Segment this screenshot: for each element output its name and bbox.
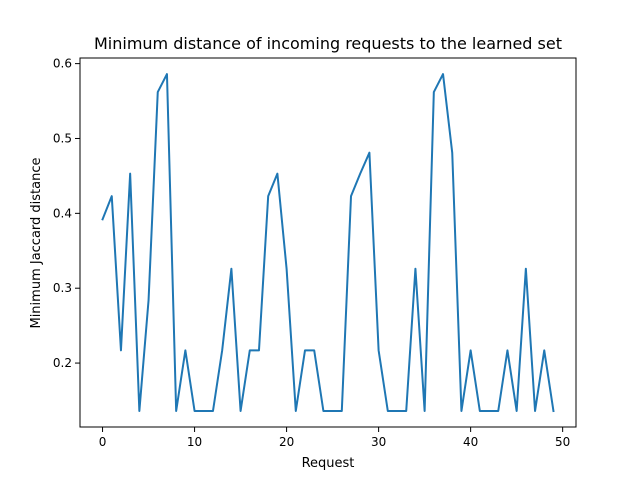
x-tick-label: 50 [555,435,570,449]
x-tick-label: 40 [463,435,478,449]
chart-title: Minimum distance of incoming requests to… [94,34,562,53]
y-tick-label: 0.5 [53,131,72,145]
y-axis: 0.2 0.3 0.4 0.5 0.6 [53,57,80,370]
plot-frame [79,57,577,428]
series-line [101,73,555,413]
x-tick-label: 20 [279,435,294,449]
x-tick-label: 10 [187,435,202,449]
x-axis-label: Request [302,456,355,471]
y-tick-label: 0.2 [53,356,72,370]
y-tick-label: 0.6 [53,57,72,71]
x-axis: 0 10 20 30 40 50 [99,427,570,449]
x-tick-label: 0 [99,435,107,449]
y-tick-label: 0.4 [53,206,72,220]
y-axis-label: Minimum Jaccard distance [29,157,44,328]
y-tick-label: 0.3 [53,281,72,295]
x-tick-label: 30 [371,435,386,449]
